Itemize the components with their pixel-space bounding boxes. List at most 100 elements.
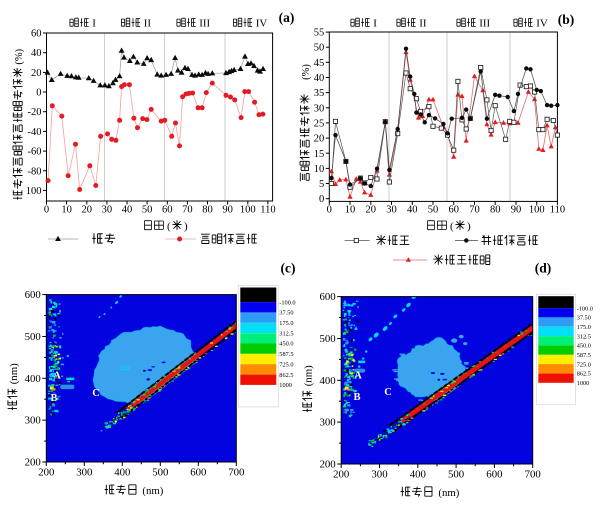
svg-text:60: 60 <box>162 204 173 215</box>
svg-text:-100.0: -100.0 <box>577 305 593 312</box>
svg-text:0: 0 <box>327 204 332 215</box>
svg-text:500: 500 <box>25 331 41 343</box>
svg-text:(: ( <box>450 221 454 233</box>
svg-text:175.0: 175.0 <box>279 320 293 327</box>
svg-text:500: 500 <box>448 469 464 481</box>
svg-text:400: 400 <box>319 375 335 387</box>
svg-text:50: 50 <box>142 204 153 215</box>
svg-text:(b): (b) <box>558 12 575 27</box>
svg-text:(a): (a) <box>279 10 295 25</box>
svg-text:862.5: 862.5 <box>279 372 293 379</box>
svg-text:400: 400 <box>25 373 41 385</box>
svg-text:300: 300 <box>25 415 41 427</box>
svg-text:200: 200 <box>333 469 349 481</box>
svg-text:-20: -20 <box>28 107 42 118</box>
svg-text:A: A <box>354 371 362 382</box>
svg-text:587.5: 587.5 <box>577 352 591 359</box>
svg-text:III: III <box>199 18 210 30</box>
svg-text:II: II <box>419 18 427 30</box>
svg-text:80: 80 <box>490 204 501 215</box>
svg-text:20: 20 <box>82 204 93 215</box>
svg-text:): ) <box>467 221 471 233</box>
svg-text:): ) <box>184 221 188 233</box>
svg-text:30: 30 <box>386 204 397 215</box>
svg-text:I: I <box>92 18 96 30</box>
svg-text:IV: IV <box>536 18 548 30</box>
svg-text:450.0: 450.0 <box>279 341 293 348</box>
svg-text:45: 45 <box>314 58 325 69</box>
svg-text:20: 20 <box>366 204 377 215</box>
svg-text:200: 200 <box>25 457 41 469</box>
svg-text:-80: -80 <box>28 166 42 177</box>
svg-text:100: 100 <box>529 204 545 215</box>
svg-text:300: 300 <box>319 417 335 429</box>
svg-text:40: 40 <box>314 73 325 84</box>
svg-text:100: 100 <box>26 186 42 197</box>
svg-text:-60: -60 <box>28 147 42 158</box>
svg-text:(: ( <box>167 221 171 233</box>
svg-text:40: 40 <box>31 48 42 59</box>
svg-text:175.0: 175.0 <box>577 324 591 331</box>
svg-text:I: I <box>373 18 377 30</box>
svg-text:587.5: 587.5 <box>279 351 293 358</box>
svg-text:600: 600 <box>25 289 41 301</box>
svg-text:50: 50 <box>314 43 325 54</box>
svg-text:500: 500 <box>152 467 168 479</box>
svg-text:600: 600 <box>319 291 335 303</box>
svg-text:15: 15 <box>314 149 325 160</box>
svg-text:312.5: 312.5 <box>577 333 591 340</box>
svg-text:(%): (%) <box>301 64 312 80</box>
svg-text:60: 60 <box>448 204 459 215</box>
svg-text:30: 30 <box>102 204 113 215</box>
svg-text:1000: 1000 <box>279 382 292 389</box>
svg-text:C: C <box>384 387 392 398</box>
svg-text:700: 700 <box>525 469 541 481</box>
svg-text:600: 600 <box>190 467 206 479</box>
svg-text:725.0: 725.0 <box>279 361 293 368</box>
svg-text:1000: 1000 <box>577 380 590 387</box>
svg-text:300: 300 <box>371 469 387 481</box>
svg-text:90: 90 <box>222 204 233 215</box>
svg-text:(nm): (nm) <box>142 485 163 497</box>
svg-text:25: 25 <box>314 118 325 129</box>
svg-text:200: 200 <box>319 459 335 471</box>
svg-text:110: 110 <box>260 204 275 215</box>
svg-text:40: 40 <box>407 204 418 215</box>
svg-text:-40: -40 <box>28 127 42 138</box>
svg-text:IV: IV <box>256 18 268 30</box>
svg-text:II: II <box>144 18 152 30</box>
svg-text:55: 55 <box>314 28 325 39</box>
svg-text:300: 300 <box>76 467 92 479</box>
svg-text:70: 70 <box>182 204 193 215</box>
svg-text:60: 60 <box>31 29 42 40</box>
svg-text:5: 5 <box>319 179 324 190</box>
svg-text:400: 400 <box>410 469 426 481</box>
svg-text:(nm): (nm) <box>438 487 459 499</box>
svg-text:A: A <box>53 371 61 382</box>
svg-text:312.5: 312.5 <box>279 330 293 337</box>
svg-text:37.50: 37.50 <box>577 315 591 322</box>
svg-text:90: 90 <box>511 204 522 215</box>
svg-text:80: 80 <box>202 204 213 215</box>
svg-text:35: 35 <box>314 88 325 99</box>
svg-text:10: 10 <box>61 204 72 215</box>
svg-text:400: 400 <box>114 467 130 479</box>
svg-text:20: 20 <box>314 134 325 145</box>
svg-text:(nm): (nm) <box>303 365 315 386</box>
svg-text:0: 0 <box>44 204 49 215</box>
svg-text:B: B <box>50 393 57 404</box>
svg-text:40: 40 <box>122 204 133 215</box>
svg-text:20: 20 <box>31 68 42 79</box>
svg-text:(c): (c) <box>281 261 296 276</box>
svg-text:0: 0 <box>36 88 41 99</box>
svg-text:10: 10 <box>345 204 356 215</box>
svg-text:III: III <box>479 18 490 30</box>
svg-text:(nm): (nm) <box>8 363 20 384</box>
svg-text:450.0: 450.0 <box>577 343 591 350</box>
svg-text:50: 50 <box>428 204 439 215</box>
svg-text:110: 110 <box>550 204 565 215</box>
svg-text:10: 10 <box>314 164 325 175</box>
svg-text:700: 700 <box>228 467 244 479</box>
svg-text:725.0: 725.0 <box>577 361 591 368</box>
svg-text:0: 0 <box>319 194 324 205</box>
